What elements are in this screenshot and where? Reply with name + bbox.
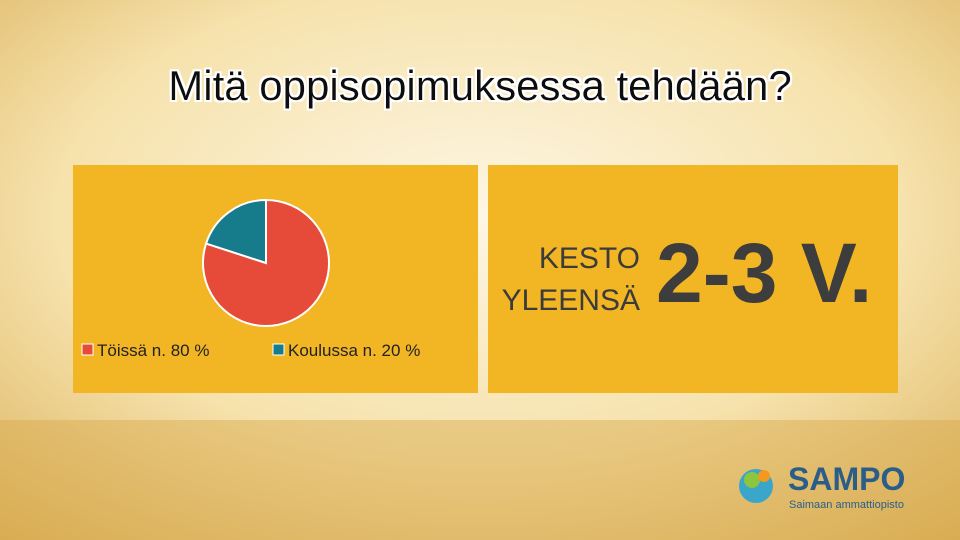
legend-swatch — [272, 343, 285, 356]
logo-name: SAMPO — [788, 461, 905, 497]
legend-swatch — [81, 343, 94, 356]
pie — [202, 198, 330, 327]
duration-panel — [488, 165, 898, 393]
sparkle-band — [0, 420, 960, 540]
pie-slice — [204, 198, 267, 265]
logo-mark — [758, 470, 770, 482]
legend-label: Koulussa n. 20 % — [288, 341, 420, 360]
duration-label: YLEENSÄ — [502, 284, 640, 317]
duration-label: KESTO — [539, 242, 640, 275]
logo: SAMPO Saimaan ammattiopisto — [739, 461, 905, 511]
legend-label: Töissä n. 80 % — [97, 341, 209, 360]
logo-subtitle: Saimaan ammattiopisto — [789, 499, 904, 511]
legend: Töissä n. 80 % Koulussa n. 20 % — [81, 341, 420, 360]
slide-title: Mitä oppisopimuksessa tehdään? — [168, 62, 791, 109]
duration-value: 2-3 V. — [656, 226, 872, 320]
logo-mark — [744, 472, 760, 488]
